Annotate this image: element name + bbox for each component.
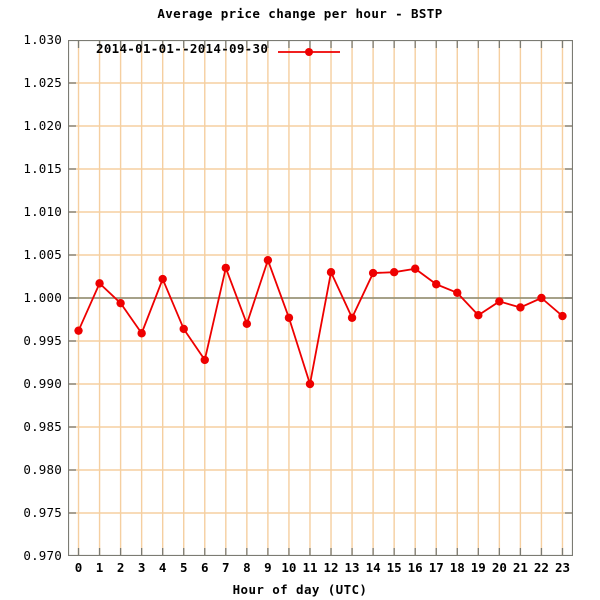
data-point	[347, 313, 357, 322]
data-point	[516, 303, 525, 312]
legend-line-marker-sample	[278, 43, 341, 56]
x-axis-tick-label: 18	[449, 560, 465, 575]
x-axis-tick-label: 17	[428, 560, 444, 575]
x-axis-tick-label: 6	[201, 560, 209, 575]
data-point	[200, 355, 209, 365]
legend-series-label: 2014-01-01--2014-09-30	[96, 41, 269, 56]
x-axis-tick-label: 19	[470, 560, 486, 575]
data-point	[326, 268, 336, 277]
x-axis-tick-label: 12	[323, 560, 339, 575]
x-axis-tick-label: 2	[116, 560, 125, 575]
y-axis-tick-label: 1.030	[23, 32, 62, 47]
x-axis-tick-label: 0	[74, 560, 83, 575]
data-point	[432, 280, 441, 289]
data-point	[221, 263, 231, 273]
data-point	[537, 293, 546, 303]
y-axis-tick-label: 0.970	[23, 548, 62, 563]
line-chart-svg	[68, 40, 573, 556]
data-point	[389, 268, 399, 277]
x-axis-tick-label: 10	[281, 560, 297, 575]
data-point	[116, 298, 125, 308]
data-point	[158, 274, 167, 284]
y-axis-tick-label: 0.985	[23, 419, 62, 434]
axis-ticks	[68, 40, 573, 556]
y-axis-tick-label: 1.015	[23, 161, 62, 176]
y-axis-tick-label: 1.000	[23, 290, 62, 305]
data-point	[242, 319, 252, 328]
y-axis-tick-label: 0.990	[23, 376, 62, 391]
x-axis-tick-label: 1	[95, 560, 104, 575]
x-axis-tick-labels: 0 1 2 3 4 5 6 7 8 9 10 11 12 13 14 15 16 17 18 19 20 21 22 23	[68, 560, 573, 580]
data-point	[474, 311, 483, 320]
y-axis-tick-label: 0.975	[23, 505, 62, 520]
data-point	[74, 326, 83, 335]
data-point	[368, 268, 378, 278]
x-axis-tick-label: 21	[512, 560, 528, 575]
x-axis-tick-label: 20	[491, 560, 507, 575]
y-axis-tick-label: 1.010	[23, 204, 62, 219]
x-axis-title: Hour of day (UTC)	[232, 582, 368, 597]
x-axis-tick-label: 3	[137, 560, 146, 575]
y-axis-tick-label: 1.020	[23, 118, 62, 133]
data-point	[453, 288, 462, 298]
chart-legend: 2014-01-01--2014-09-30	[96, 41, 341, 56]
y-axis-tick-label: 1.025	[23, 75, 62, 90]
x-axis-tick-label: 22	[533, 560, 549, 575]
y-axis-tick-labels: 1.030 1.025 1.020 1.015 1.010 1.005 1.000 0.995…	[0, 32, 62, 563]
data-series-line	[77, 259, 564, 385]
data-point	[137, 329, 146, 338]
data-point	[95, 279, 104, 288]
y-axis-tick-label: 1.005	[23, 247, 62, 262]
y-axis-tick-label: 0.980	[23, 462, 62, 477]
x-axis-tick-label: 14	[365, 560, 381, 575]
x-axis-tick-label: 7	[222, 560, 230, 575]
x-axis-tick-label: 13	[344, 560, 360, 575]
x-axis-tick-label: 9	[264, 560, 272, 575]
data-points	[74, 255, 567, 389]
data-point	[410, 264, 420, 273]
x-axis-tick-label: 8	[243, 560, 251, 575]
data-point	[179, 324, 188, 334]
data-point	[305, 379, 315, 389]
x-axis-tick-label: 16	[407, 560, 423, 575]
data-point	[284, 313, 294, 322]
data-point	[263, 255, 273, 265]
x-axis-tick-label: 5	[179, 560, 188, 575]
y-axis-tick-label: 0.995	[23, 333, 62, 348]
x-axis-tick-label: 4	[158, 560, 167, 575]
data-point	[558, 311, 567, 321]
plot-area	[68, 40, 573, 556]
chart-title: Average price change per hour - BSTP	[157, 6, 443, 21]
x-axis-tick-label: 23	[554, 560, 570, 575]
x-axis-tick-label: 15	[386, 560, 402, 575]
data-point	[495, 297, 504, 306]
x-axis-tick-label: 11	[302, 560, 318, 575]
